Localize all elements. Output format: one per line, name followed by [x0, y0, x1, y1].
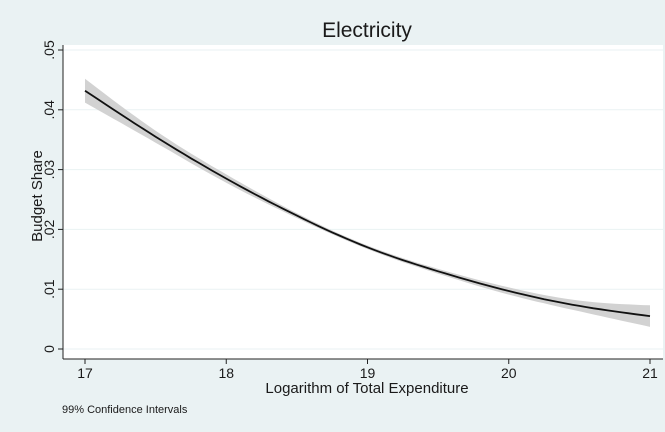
- axes: 0 .01 .02 .03 .04 .05 17 18 19 20 21: [41, 40, 663, 381]
- y-tick-label: 0: [41, 345, 57, 353]
- x-tick-label: 20: [501, 365, 517, 381]
- confidence-note: 99% Confidence Intervals: [62, 404, 188, 416]
- y-tick-label: .01: [41, 279, 57, 299]
- x-tick-label: 21: [642, 365, 658, 381]
- y-tick-label: .04: [41, 100, 57, 120]
- y-tick-label: .03: [41, 160, 57, 180]
- plot-area: [63, 45, 663, 359]
- y-axis-label: Budget Share: [29, 150, 46, 242]
- chart-title: Electricity: [322, 19, 412, 42]
- y-tick-label: .05: [41, 40, 57, 60]
- x-tick-label: 19: [360, 365, 376, 381]
- x-axis-label: Logarithm of Total Expenditure: [265, 380, 468, 397]
- fitted-line: [84, 89, 651, 317]
- x-tick-label: 17: [77, 365, 93, 381]
- grid-lines: [63, 49, 663, 350]
- x-tick-label: 18: [218, 365, 234, 381]
- y-tick-label: .02: [41, 219, 57, 239]
- series-line-group: [84, 89, 651, 317]
